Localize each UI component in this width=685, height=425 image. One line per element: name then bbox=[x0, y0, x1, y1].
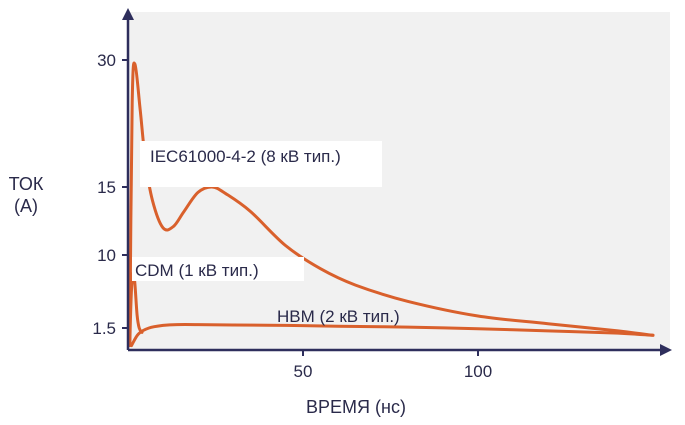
series-line-iec61000 bbox=[128, 61, 655, 345]
series-label-cdm: CDM (1 кВ тип.) bbox=[135, 261, 259, 280]
y-axis-title-line-1: ТОК bbox=[9, 174, 44, 194]
series-labels: IEC61000-4-2 (8 кВ тип.) CDM (1 кВ тип.)… bbox=[132, 141, 400, 326]
series-label-iec: IEC61000-4-2 (8 кВ тип.) bbox=[150, 147, 341, 166]
x-axis-arrow bbox=[660, 344, 672, 356]
ticks: 1.5 10 15 30 50 100 bbox=[92, 51, 492, 381]
series-line-hbm bbox=[130, 322, 655, 348]
x-axis-title: ВРЕМЯ (нс) bbox=[306, 397, 406, 417]
x-tick-label-0: 50 bbox=[294, 362, 313, 381]
y-tick-label-0: 1.5 bbox=[92, 319, 116, 338]
series-label-hbm: HBM (2 кВ тип.) bbox=[277, 307, 400, 326]
series-label-bg-cdm bbox=[132, 257, 304, 281]
y-tick-label-3: 30 bbox=[97, 51, 116, 70]
axes bbox=[122, 8, 672, 356]
x-tick-label-1: 100 bbox=[464, 362, 492, 381]
y-axis-title-line-2: (А) bbox=[14, 196, 38, 216]
y-tick-label-2: 15 bbox=[97, 178, 116, 197]
y-axis-arrow bbox=[122, 8, 134, 20]
y-tick-label-1: 10 bbox=[97, 246, 116, 265]
series-layer bbox=[128, 61, 655, 348]
series-line-cdm bbox=[128, 270, 144, 348]
series-label-bg-iec bbox=[140, 141, 382, 187]
